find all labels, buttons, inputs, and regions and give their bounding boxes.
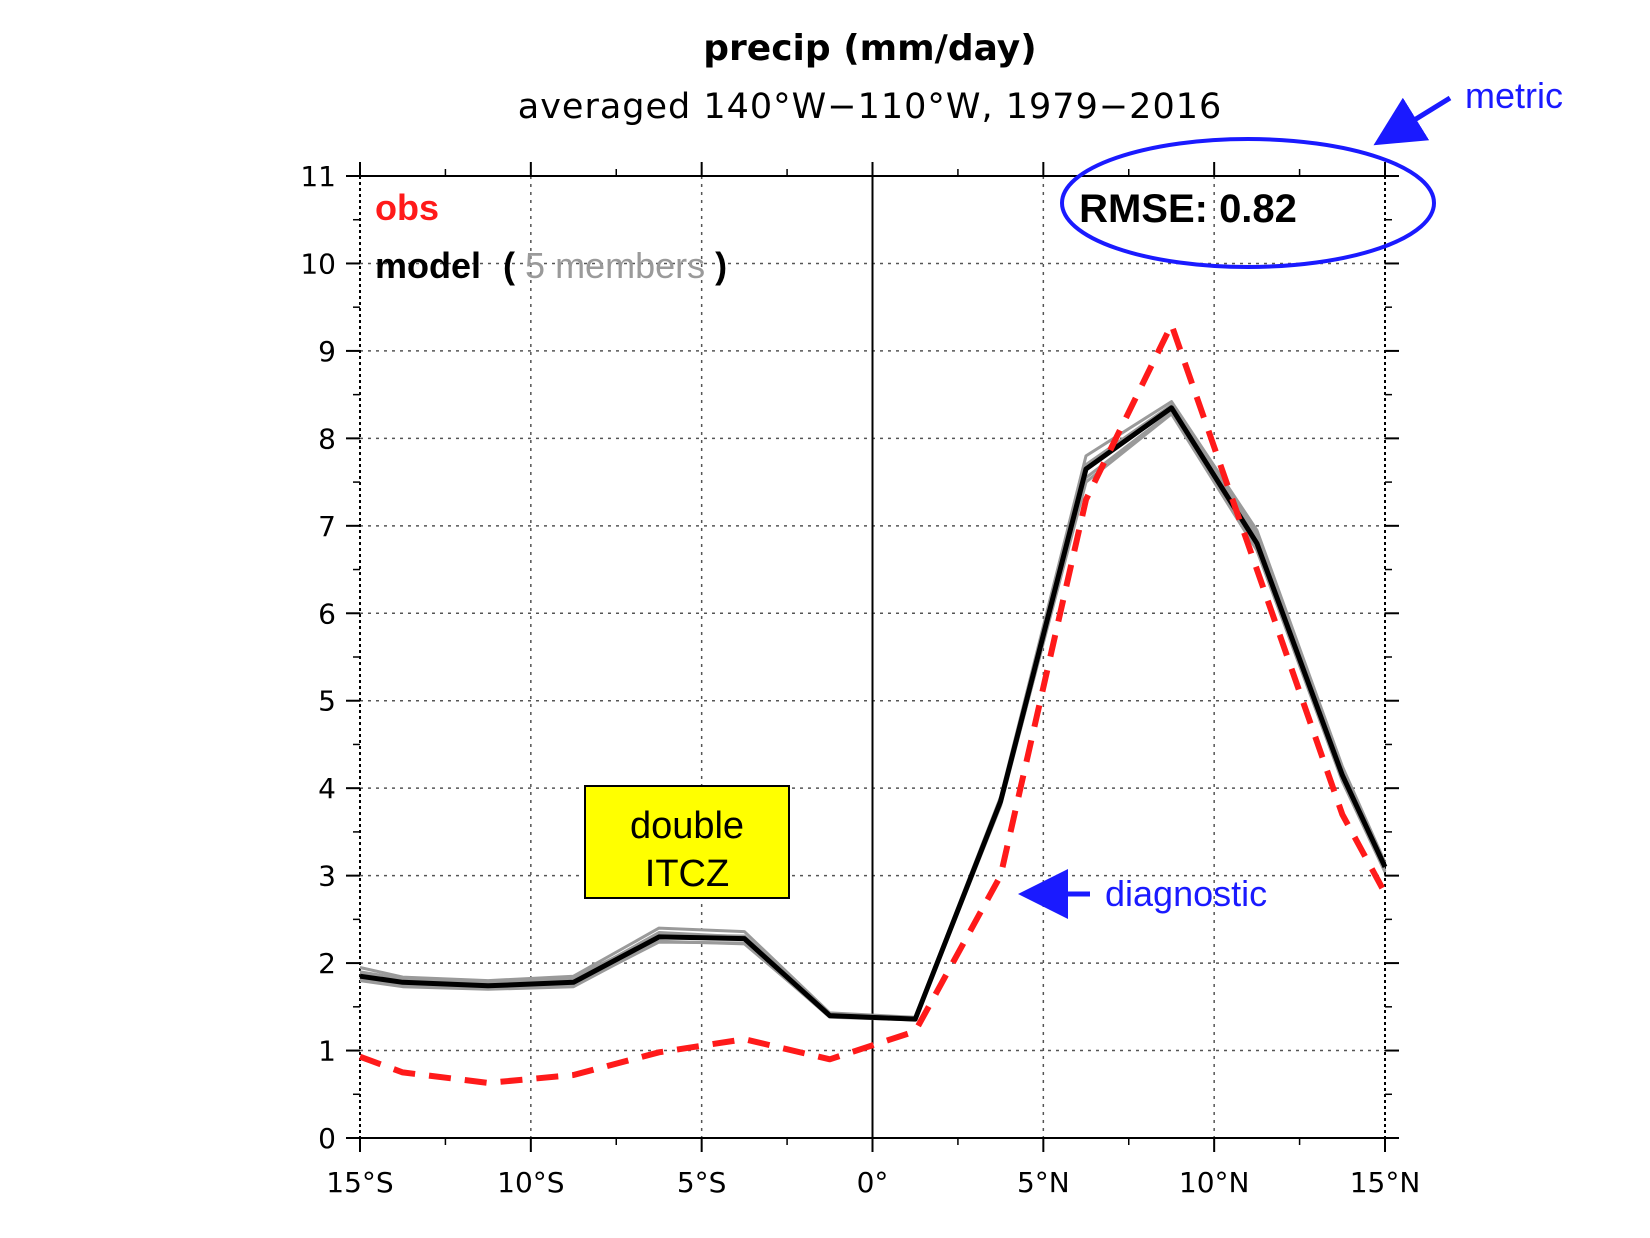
x-tick-label: 10°S — [497, 1166, 564, 1199]
legend-paren-open: ( — [503, 245, 515, 286]
x-tick-label: 5°N — [1017, 1166, 1070, 1199]
y-tick-label: 7 — [318, 510, 336, 543]
legend-paren-close: ) — [715, 245, 727, 286]
y-tick-label: 1 — [318, 1035, 336, 1068]
axes — [346, 162, 1399, 1152]
legend-model-line: model ( 5 members ) — [375, 245, 727, 286]
y-tick-label: 5 — [318, 685, 336, 718]
double-itcz-line1: double — [630, 805, 744, 847]
x-tick-label: 15°S — [326, 1166, 393, 1199]
rmse-label: RMSE: 0.82 — [1079, 187, 1297, 231]
x-tick-label: 0° — [857, 1166, 889, 1199]
x-tick-label: 5°S — [677, 1166, 727, 1199]
diagnostic-label: diagnostic — [1105, 873, 1267, 914]
x-tick-label: 10°N — [1179, 1166, 1250, 1199]
y-tick-label: 4 — [318, 772, 336, 805]
legend: obs model ( 5 members ) — [375, 187, 727, 286]
y-tick-label: 10 — [300, 247, 336, 280]
double-itcz-box: double ITCZ — [584, 785, 790, 899]
y-tick-label: 8 — [318, 422, 336, 455]
model-line — [359, 405, 1388, 1022]
double-itcz-line2: ITCZ — [645, 853, 729, 895]
y-tick-label: 6 — [318, 597, 336, 630]
grid — [360, 176, 1385, 1138]
legend-members: 5 members — [525, 245, 705, 286]
chart-subtitle: averaged 140°W−110°W, 1979−2016 — [518, 87, 1223, 127]
metric-label: metric — [1465, 75, 1563, 116]
legend-model: model — [375, 245, 481, 286]
series-lines — [358, 321, 1388, 1086]
y-tick-label: 2 — [318, 947, 336, 980]
legend-obs: obs — [375, 187, 439, 228]
tick-labels: 0 1 2 3 4 5 6 7 8 9 10 11 15°S 10°S 5°S 0° 5°N 10°N 15°N — [300, 160, 1420, 1199]
y-tick-label: 9 — [318, 335, 336, 368]
y-tick-label: 11 — [300, 160, 336, 193]
y-tick-label: 3 — [318, 860, 336, 893]
metric-ellipse — [1060, 137, 1436, 269]
y-tick-label: 0 — [318, 1122, 336, 1155]
obs-line — [358, 321, 1388, 1086]
x-tick-label: 15°N — [1350, 1166, 1421, 1199]
chart-title: precip (mm/day) — [703, 28, 1036, 69]
metric-arrow — [1373, 95, 1452, 146]
